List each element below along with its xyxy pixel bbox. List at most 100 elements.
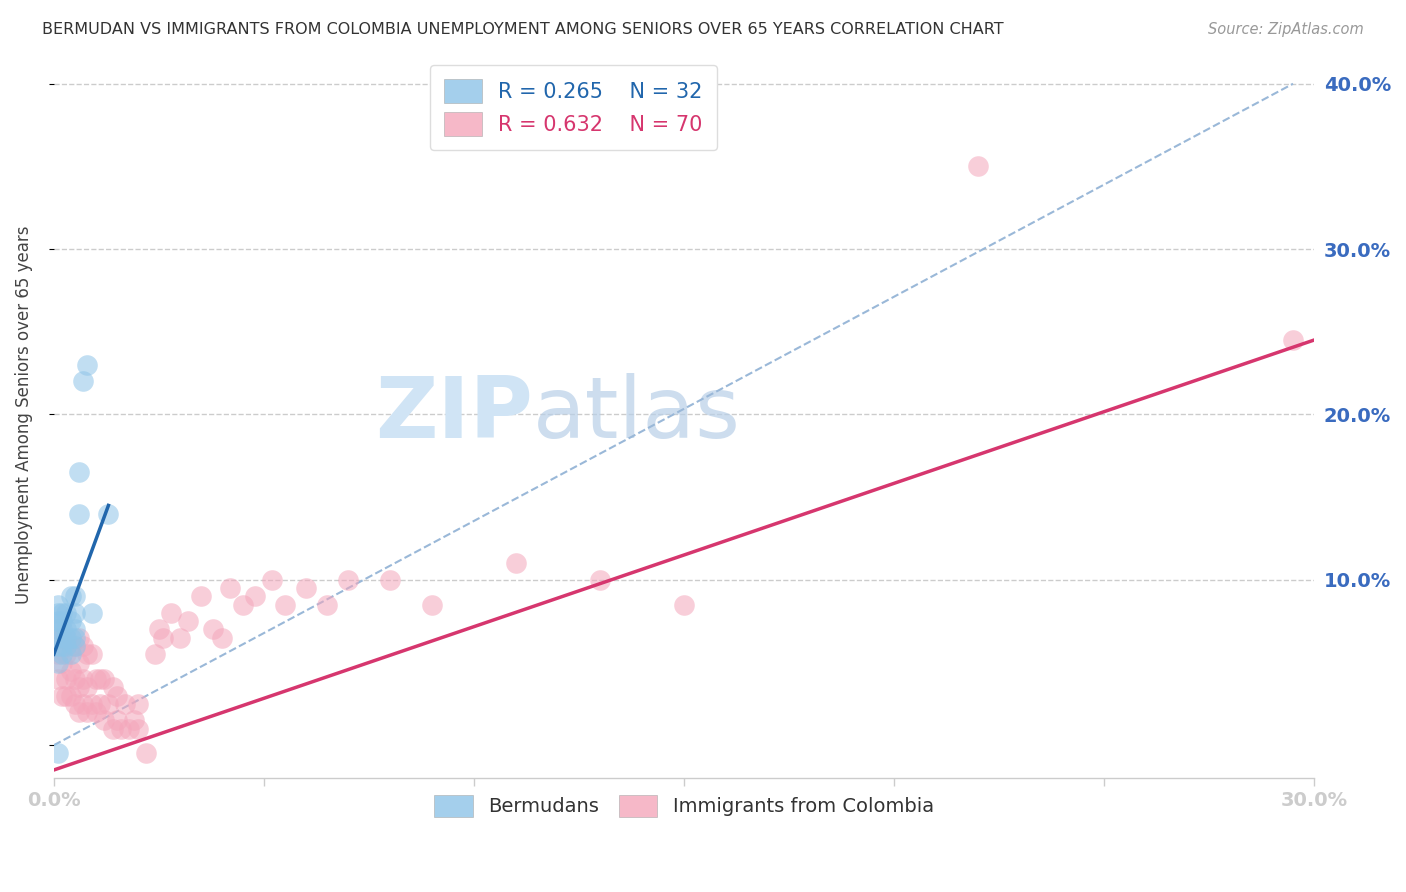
Point — [76, 358, 98, 372]
Point — [59, 664, 82, 678]
Point — [219, 581, 242, 595]
Point — [105, 714, 128, 728]
Point — [67, 466, 90, 480]
Point — [55, 623, 77, 637]
Point — [89, 697, 111, 711]
Point — [143, 647, 166, 661]
Legend: Bermudans, Immigrants from Colombia: Bermudans, Immigrants from Colombia — [425, 785, 943, 827]
Point — [76, 647, 98, 661]
Point — [55, 606, 77, 620]
Point — [80, 606, 103, 620]
Point — [84, 672, 107, 686]
Point — [46, 614, 69, 628]
Point — [169, 631, 191, 645]
Point — [72, 697, 94, 711]
Point — [46, 623, 69, 637]
Point — [114, 697, 136, 711]
Point — [110, 722, 132, 736]
Point — [72, 672, 94, 686]
Point — [59, 614, 82, 628]
Point — [59, 590, 82, 604]
Point — [55, 672, 77, 686]
Point — [672, 598, 695, 612]
Point — [97, 507, 120, 521]
Point — [51, 689, 73, 703]
Point — [967, 160, 990, 174]
Point — [160, 606, 183, 620]
Point — [232, 598, 254, 612]
Point — [46, 631, 69, 645]
Point — [80, 647, 103, 661]
Point — [148, 623, 170, 637]
Point — [55, 647, 77, 661]
Point — [135, 747, 157, 761]
Point — [93, 714, 115, 728]
Point — [420, 598, 443, 612]
Point — [202, 623, 225, 637]
Point — [46, 656, 69, 670]
Point — [262, 573, 284, 587]
Point — [51, 656, 73, 670]
Point — [63, 631, 86, 645]
Point — [55, 639, 77, 653]
Point — [46, 623, 69, 637]
Point — [589, 573, 612, 587]
Point — [67, 631, 90, 645]
Point — [315, 598, 337, 612]
Point — [152, 631, 174, 645]
Point — [51, 647, 73, 661]
Point — [55, 631, 77, 645]
Point — [76, 681, 98, 695]
Point — [59, 689, 82, 703]
Point — [67, 705, 90, 719]
Point — [59, 639, 82, 653]
Point — [101, 681, 124, 695]
Text: Source: ZipAtlas.com: Source: ZipAtlas.com — [1208, 22, 1364, 37]
Point — [63, 606, 86, 620]
Point — [46, 598, 69, 612]
Point — [127, 722, 149, 736]
Point — [46, 672, 69, 686]
Point — [63, 639, 86, 653]
Point — [63, 697, 86, 711]
Point — [84, 705, 107, 719]
Point — [274, 598, 297, 612]
Point — [67, 681, 90, 695]
Point — [295, 581, 318, 595]
Point — [55, 631, 77, 645]
Point — [245, 590, 267, 604]
Point — [51, 606, 73, 620]
Point — [177, 614, 200, 628]
Point — [211, 631, 233, 645]
Point — [122, 714, 145, 728]
Point — [46, 606, 69, 620]
Point — [80, 697, 103, 711]
Point — [378, 573, 401, 587]
Text: ZIP: ZIP — [375, 373, 533, 456]
Point — [72, 639, 94, 653]
Point — [89, 672, 111, 686]
Point — [76, 705, 98, 719]
Point — [118, 722, 141, 736]
Point — [105, 689, 128, 703]
Point — [97, 697, 120, 711]
Point — [51, 631, 73, 645]
Point — [46, 747, 69, 761]
Point — [63, 672, 86, 686]
Point — [51, 623, 73, 637]
Point — [59, 647, 82, 661]
Text: BERMUDAN VS IMMIGRANTS FROM COLOMBIA UNEMPLOYMENT AMONG SENIORS OVER 65 YEARS CO: BERMUDAN VS IMMIGRANTS FROM COLOMBIA UNE… — [42, 22, 1004, 37]
Y-axis label: Unemployment Among Seniors over 65 years: Unemployment Among Seniors over 65 years — [15, 225, 32, 604]
Point — [55, 689, 77, 703]
Point — [46, 639, 69, 653]
Point — [72, 375, 94, 389]
Point — [63, 590, 86, 604]
Point — [67, 507, 90, 521]
Point — [63, 639, 86, 653]
Point — [190, 590, 212, 604]
Point — [59, 631, 82, 645]
Point — [336, 573, 359, 587]
Point — [1282, 333, 1305, 347]
Point — [51, 614, 73, 628]
Text: atlas: atlas — [533, 373, 741, 456]
